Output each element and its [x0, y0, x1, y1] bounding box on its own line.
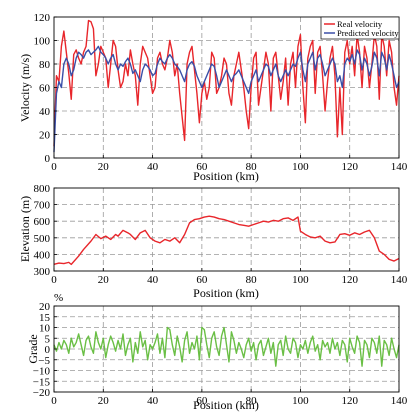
velocity-y-tick-label: 40	[39, 106, 51, 118]
velocity-y-tick-label: 100	[34, 36, 51, 48]
velocity-y-tick-label: 0	[45, 153, 51, 165]
velocity-x-tick-label: 120	[341, 161, 358, 173]
grade-x-tick-label: 0	[51, 395, 57, 407]
elevation-y-axis-label: Elevation (m)	[18, 196, 32, 262]
velocity-series-real-velocity	[53, 19, 400, 147]
velocity-x-axis-label: Position (km)	[193, 169, 259, 183]
grade-x-tick-label: 20	[98, 395, 110, 407]
velocity-y-tick-label: 80	[39, 59, 51, 71]
elevation-x-tick-label: 60	[196, 274, 208, 286]
legend-label-predicted-velocity: Predicted velocity	[337, 28, 399, 38]
grade-x-tick-label: 100	[292, 395, 309, 407]
grade-x-tick-label: 140	[391, 395, 408, 407]
elevation-x-tick-label: 100	[292, 274, 309, 286]
velocity-legend: Real velocity Predicted velocity	[320, 16, 400, 40]
elevation-x-ticks: 0 20 40 60 80 100 120 140	[51, 268, 408, 286]
elevation-x-tick-label: 120	[341, 274, 358, 286]
grade-x-axis-label: Position (km)	[193, 398, 259, 412]
grade-y-tick-label: −5	[38, 355, 50, 367]
grade-y-tick-label: 10	[39, 323, 51, 335]
grade-y-tick-label: 20	[39, 301, 51, 313]
elevation-y-tick-label: 700	[34, 200, 51, 212]
velocity-y-ticks: 0 20 40 60 80 100 120	[34, 12, 57, 165]
velocity-x-tick-label: 100	[292, 161, 309, 173]
velocity-x-tick-label: 140	[391, 161, 408, 173]
velocity-x-tick-label: 60	[196, 161, 208, 173]
grade-series-line	[53, 326, 400, 367]
grade-x-tick-label: 60	[196, 395, 208, 407]
elevation-y-tick-label: 500	[34, 233, 51, 245]
grade-y-tick-label: −20	[33, 387, 51, 399]
elevation-y-tick-label: 800	[34, 183, 51, 195]
elevation-x-axis-label: Position (km)	[193, 286, 259, 300]
elevation-y-ticks: 300 400 500 600 700 800	[34, 183, 57, 278]
grade-y-tick-label: −15	[33, 376, 51, 388]
velocity-series	[53, 19, 400, 153]
velocity-chart: 0 20 40 60 80 100 120 140 0 20 40 60 80 100 120 Posit…	[18, 12, 408, 183]
velocity-series-predicted-velocity	[53, 45, 400, 153]
velocity-x-tick-label: 0	[51, 161, 57, 173]
elevation-y-tick-label: 600	[34, 216, 51, 228]
elevation-plot-frame	[53, 187, 400, 272]
grade-unit-label: %	[54, 292, 63, 304]
grade-y-tick-label: 0	[45, 344, 51, 356]
velocity-y-tick-label: 60	[39, 83, 51, 95]
grade-y-axis-label: Grade	[26, 334, 40, 363]
elevation-grid	[54, 188, 399, 271]
grade-x-tick-label: 40	[147, 395, 159, 407]
grade-y-tick-label: 5	[45, 333, 51, 345]
grade-x-tick-label: 80	[246, 395, 258, 407]
elevation-x-tick-label: 20	[98, 274, 110, 286]
elevation-x-tick-label: 80	[246, 274, 258, 286]
velocity-x-tick-label: 40	[147, 161, 159, 173]
elevation-y-tick-label: 300	[34, 266, 51, 278]
elevation-series	[53, 215, 400, 266]
velocity-y-axis-label: Velocity (m/s)	[18, 54, 32, 122]
grade-series	[53, 326, 400, 367]
legend-label-real-velocity: Real velocity	[337, 19, 383, 29]
elevation-x-tick-label: 140	[391, 274, 408, 286]
elevation-x-tick-label: 0	[51, 274, 57, 286]
grade-x-ticks: 0 20 40 60 80 100 120 140	[51, 389, 408, 407]
elevation-chart: 0 20 40 60 80 100 120 140 300 400 500 600 700 800 Po…	[18, 183, 408, 300]
elevation-y-tick-label: 400	[34, 249, 51, 261]
velocity-x-tick-label: 20	[98, 161, 110, 173]
elevation-series-line	[53, 215, 400, 266]
elevation-x-tick-label: 40	[147, 274, 159, 286]
velocity-y-tick-label: 120	[34, 12, 51, 24]
velocity-x-tick-label: 80	[246, 161, 258, 173]
velocity-y-tick-label: 20	[39, 130, 51, 142]
legend-box	[320, 16, 400, 40]
grade-x-tick-label: 120	[341, 395, 358, 407]
grade-y-tick-label: 15	[39, 312, 51, 324]
grade-y-tick-label: −10	[33, 366, 51, 378]
velocity-x-ticks: 0 20 40 60 80 100 120 140	[51, 155, 408, 173]
